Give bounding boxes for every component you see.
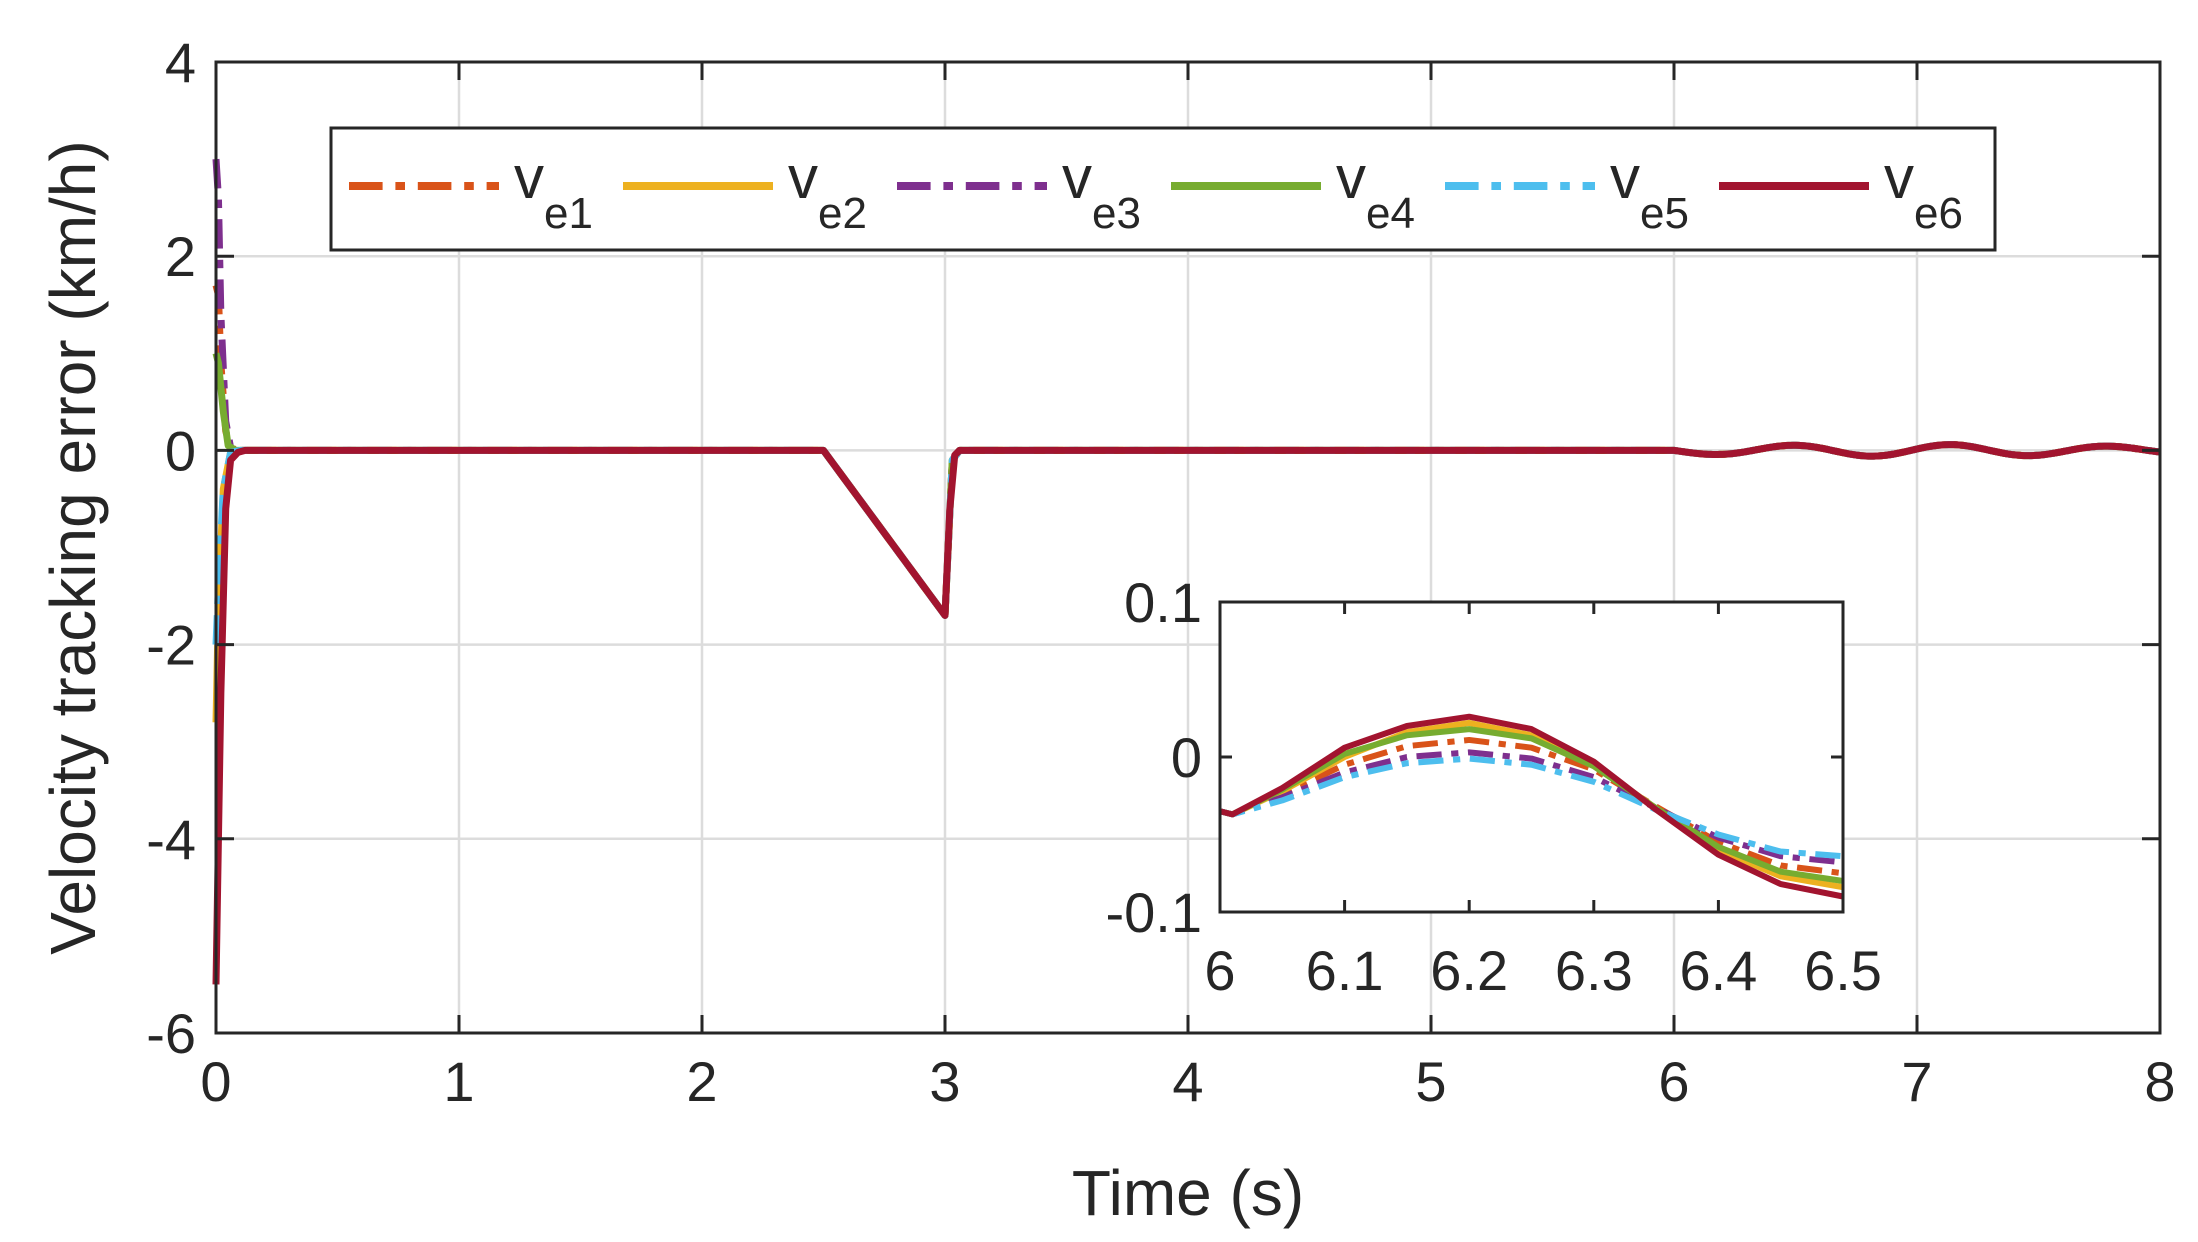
y-axis-label: Velocity tracking error (km/h) <box>37 140 109 954</box>
y-tick-label: -2 <box>146 614 196 677</box>
y-tick-label: -4 <box>146 808 196 871</box>
y-tick-label: 4 <box>165 31 196 94</box>
legend-label-e2: ve2 <box>788 144 867 238</box>
legend-label-base: v <box>1336 144 1366 211</box>
inset-y-tick-label: -0.1 <box>1106 881 1203 944</box>
main-series-group <box>212 158 2162 985</box>
inset-x-tick-label: 6.3 <box>1555 939 1633 1002</box>
inset-ticks: 6 6.1 6.2 6.3 6.4 6.5 -0.1 0 0.1 <box>1106 571 1882 1002</box>
legend-label-sub: e6 <box>1914 189 1963 238</box>
x-tick-label: 4 <box>1172 1050 1203 1113</box>
x-tick-label: 5 <box>1415 1050 1446 1113</box>
x-tick-label: 0 <box>200 1050 231 1113</box>
inset-y-tick-label: 0 <box>1171 726 1202 789</box>
legend-label-e6: ve6 <box>1884 144 1963 238</box>
legend-box <box>329 126 1997 252</box>
series-line-ve6 <box>212 441 2162 985</box>
x-tick-label: 3 <box>929 1050 960 1113</box>
inset-plot: 6 6.1 6.2 6.3 6.4 6.5 -0.1 0 0.1 <box>1106 571 1882 1002</box>
x-tick-label: 2 <box>686 1050 717 1113</box>
legend-label-base: v <box>1062 144 1092 211</box>
legend-label-e5: ve5 <box>1610 144 1689 238</box>
legend-label-base: v <box>1884 144 1914 211</box>
inset-series-line-ve5 <box>1219 755 1844 860</box>
legend-label-sub: e1 <box>544 189 593 238</box>
legend-label-base: v <box>788 144 818 211</box>
y-tick-label: -6 <box>146 1002 196 1065</box>
legend-label-sub: e5 <box>1640 189 1689 238</box>
x-tick-label: 6 <box>1658 1050 1689 1113</box>
main-ticks: 0 1 2 3 4 5 6 7 8 -6 -4 -2 0 2 4 <box>146 31 2175 1113</box>
x-axis-label: Time (s) <box>1072 1157 1304 1229</box>
legend-label-e3: ve3 <box>1062 144 1141 238</box>
y-tick-label: 2 <box>165 225 196 288</box>
inset-series-line-ve6 <box>1219 713 1844 900</box>
inset-x-tick-label: 6 <box>1204 939 1235 1002</box>
x-tick-label: 1 <box>443 1050 474 1113</box>
inset-x-tick-label: 6.2 <box>1430 939 1508 1002</box>
legend-label-sub: e3 <box>1092 189 1141 238</box>
legend-label-e1: ve1 <box>514 144 593 238</box>
x-tick-label: 8 <box>2144 1050 2175 1113</box>
legend-label-base: v <box>1610 144 1640 211</box>
x-tick-label: 7 <box>1901 1050 1932 1113</box>
legend-label-sub: e4 <box>1366 189 1415 238</box>
y-tick-label: 0 <box>165 419 196 482</box>
inset-x-tick-label: 6.5 <box>1804 939 1882 1002</box>
inset-x-tick-label: 6.4 <box>1679 939 1757 1002</box>
legend-label-e4: ve4 <box>1336 144 1415 238</box>
inset-x-tick-label: 6.1 <box>1306 939 1384 1002</box>
inset-series-group <box>1219 713 1844 900</box>
legend-label-base: v <box>514 144 544 211</box>
inset-y-tick-label: 0.1 <box>1124 571 1202 634</box>
legend-label-sub: e2 <box>818 189 867 238</box>
